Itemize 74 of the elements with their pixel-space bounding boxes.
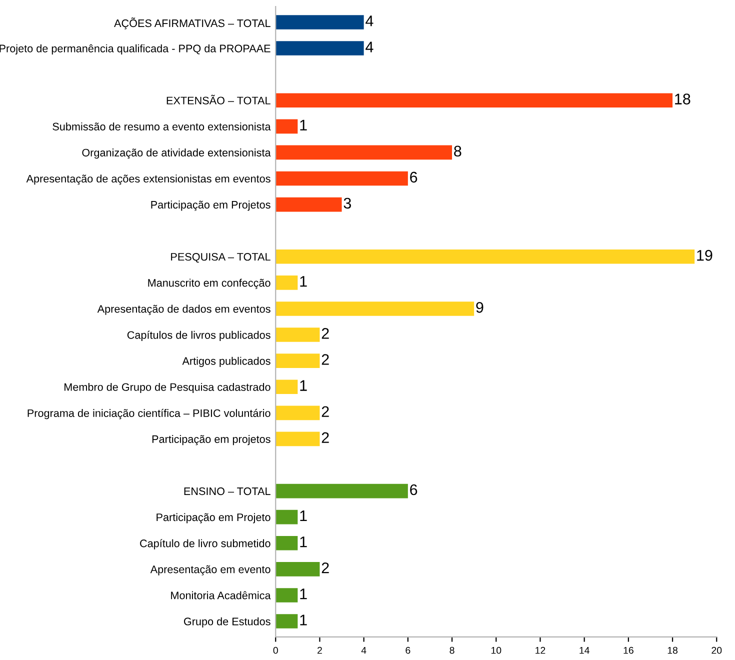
data-label: 9 [476,302,484,313]
x-tick-label: 16 [624,646,634,654]
y-tick-label: Organização de atividade extensionista [82,148,271,159]
data-label: 2 [322,354,329,365]
y-tick-label: Artigos publicados [182,356,270,367]
bar [276,249,695,264]
y-tick-label: Capítulos de livros publicados [127,330,270,342]
data-label: 1 [300,380,307,391]
y-tick-label: Manuscrito em confecção [148,278,270,289]
y-tick-label: Apresentação de ações extensionistas em eventos [26,174,270,185]
x-tick-label: 10 [491,646,502,654]
bar [276,197,342,212]
x-tick-label: 8 [450,646,454,654]
bar [276,562,320,576]
y-tick-label: Projeto de permanência qualificada - PPQ da PROPAAE [0,44,270,54]
bar [276,406,320,420]
y-tick-label: Grupo de Estudos [184,617,270,628]
bar [276,302,474,316]
bar [276,588,298,602]
y-tick-label: PESQUISA – TOTAL [171,252,270,263]
data-label: 2 [322,432,329,443]
x-tick-label: 20 [712,646,722,654]
y-tick-label: EXTENSÃO – TOTAL [166,94,270,104]
data-label: 1 [300,588,307,600]
data-label: 6 [410,484,418,496]
bar [276,119,298,134]
y-tick-label: Participação em Projetos [151,200,270,211]
bar [276,15,364,30]
data-label: 19 [697,250,712,261]
bar [276,510,298,524]
data-label: 6 [410,172,418,183]
x-tick-label: 18 [668,646,678,654]
y-tick-label: Monitoria Acadêmica [171,591,271,600]
bar [276,614,298,628]
bar [276,41,364,56]
y-tick-label: Programa de iniciação científica – PIBIC voluntário [28,408,270,420]
bar [276,93,673,108]
data-label: 1 [300,120,307,130]
y-tick-label: AÇÕES AFIRMATIVAS – TOTAL [114,17,270,30]
data-label: 4 [366,16,374,26]
bar [276,328,320,342]
data-label: 1 [300,536,307,548]
y-tick-label: Apresentação de dados em eventos [97,304,270,315]
data-label: 4 [366,42,374,52]
data-label: 1 [300,614,307,626]
data-label: 1 [300,510,307,522]
bar [276,354,320,368]
x-tick-label: 14 [580,646,590,654]
data-label: 18 [675,94,690,104]
y-tick-label: Membro de Grupo de Pesquisa cadastrado [64,382,270,394]
x-tick-label: 0 [273,646,278,654]
bar [276,484,408,498]
x-tick-label: 2 [318,646,322,654]
bar [276,145,452,160]
y-tick-label: Apresentação em evento [150,565,270,576]
y-tick-label: Capítulo de livro submetido [140,539,270,550]
x-tick-label: 12 [536,646,546,654]
y-tick-label: Participação em projetos [152,435,270,446]
y-tick-label: Participação em Projeto [156,513,270,524]
bar [276,380,298,394]
data-label: 1 [300,276,307,287]
bar [276,536,298,550]
y-tick-label: Submissão de resumo a evento extensionista [52,122,271,130]
data-label: 2 [322,562,329,574]
bar [276,276,298,290]
data-label: 3 [344,198,351,209]
x-tick-label: 6 [406,646,410,654]
data-label: 2 [322,328,329,339]
x-tick-label: 4 [361,646,366,654]
data-label: 2 [322,406,329,417]
bar [276,432,320,446]
data-label: 8 [454,146,462,157]
y-tick-label: ENSINO – TOTAL [184,487,270,496]
bar [276,171,408,186]
